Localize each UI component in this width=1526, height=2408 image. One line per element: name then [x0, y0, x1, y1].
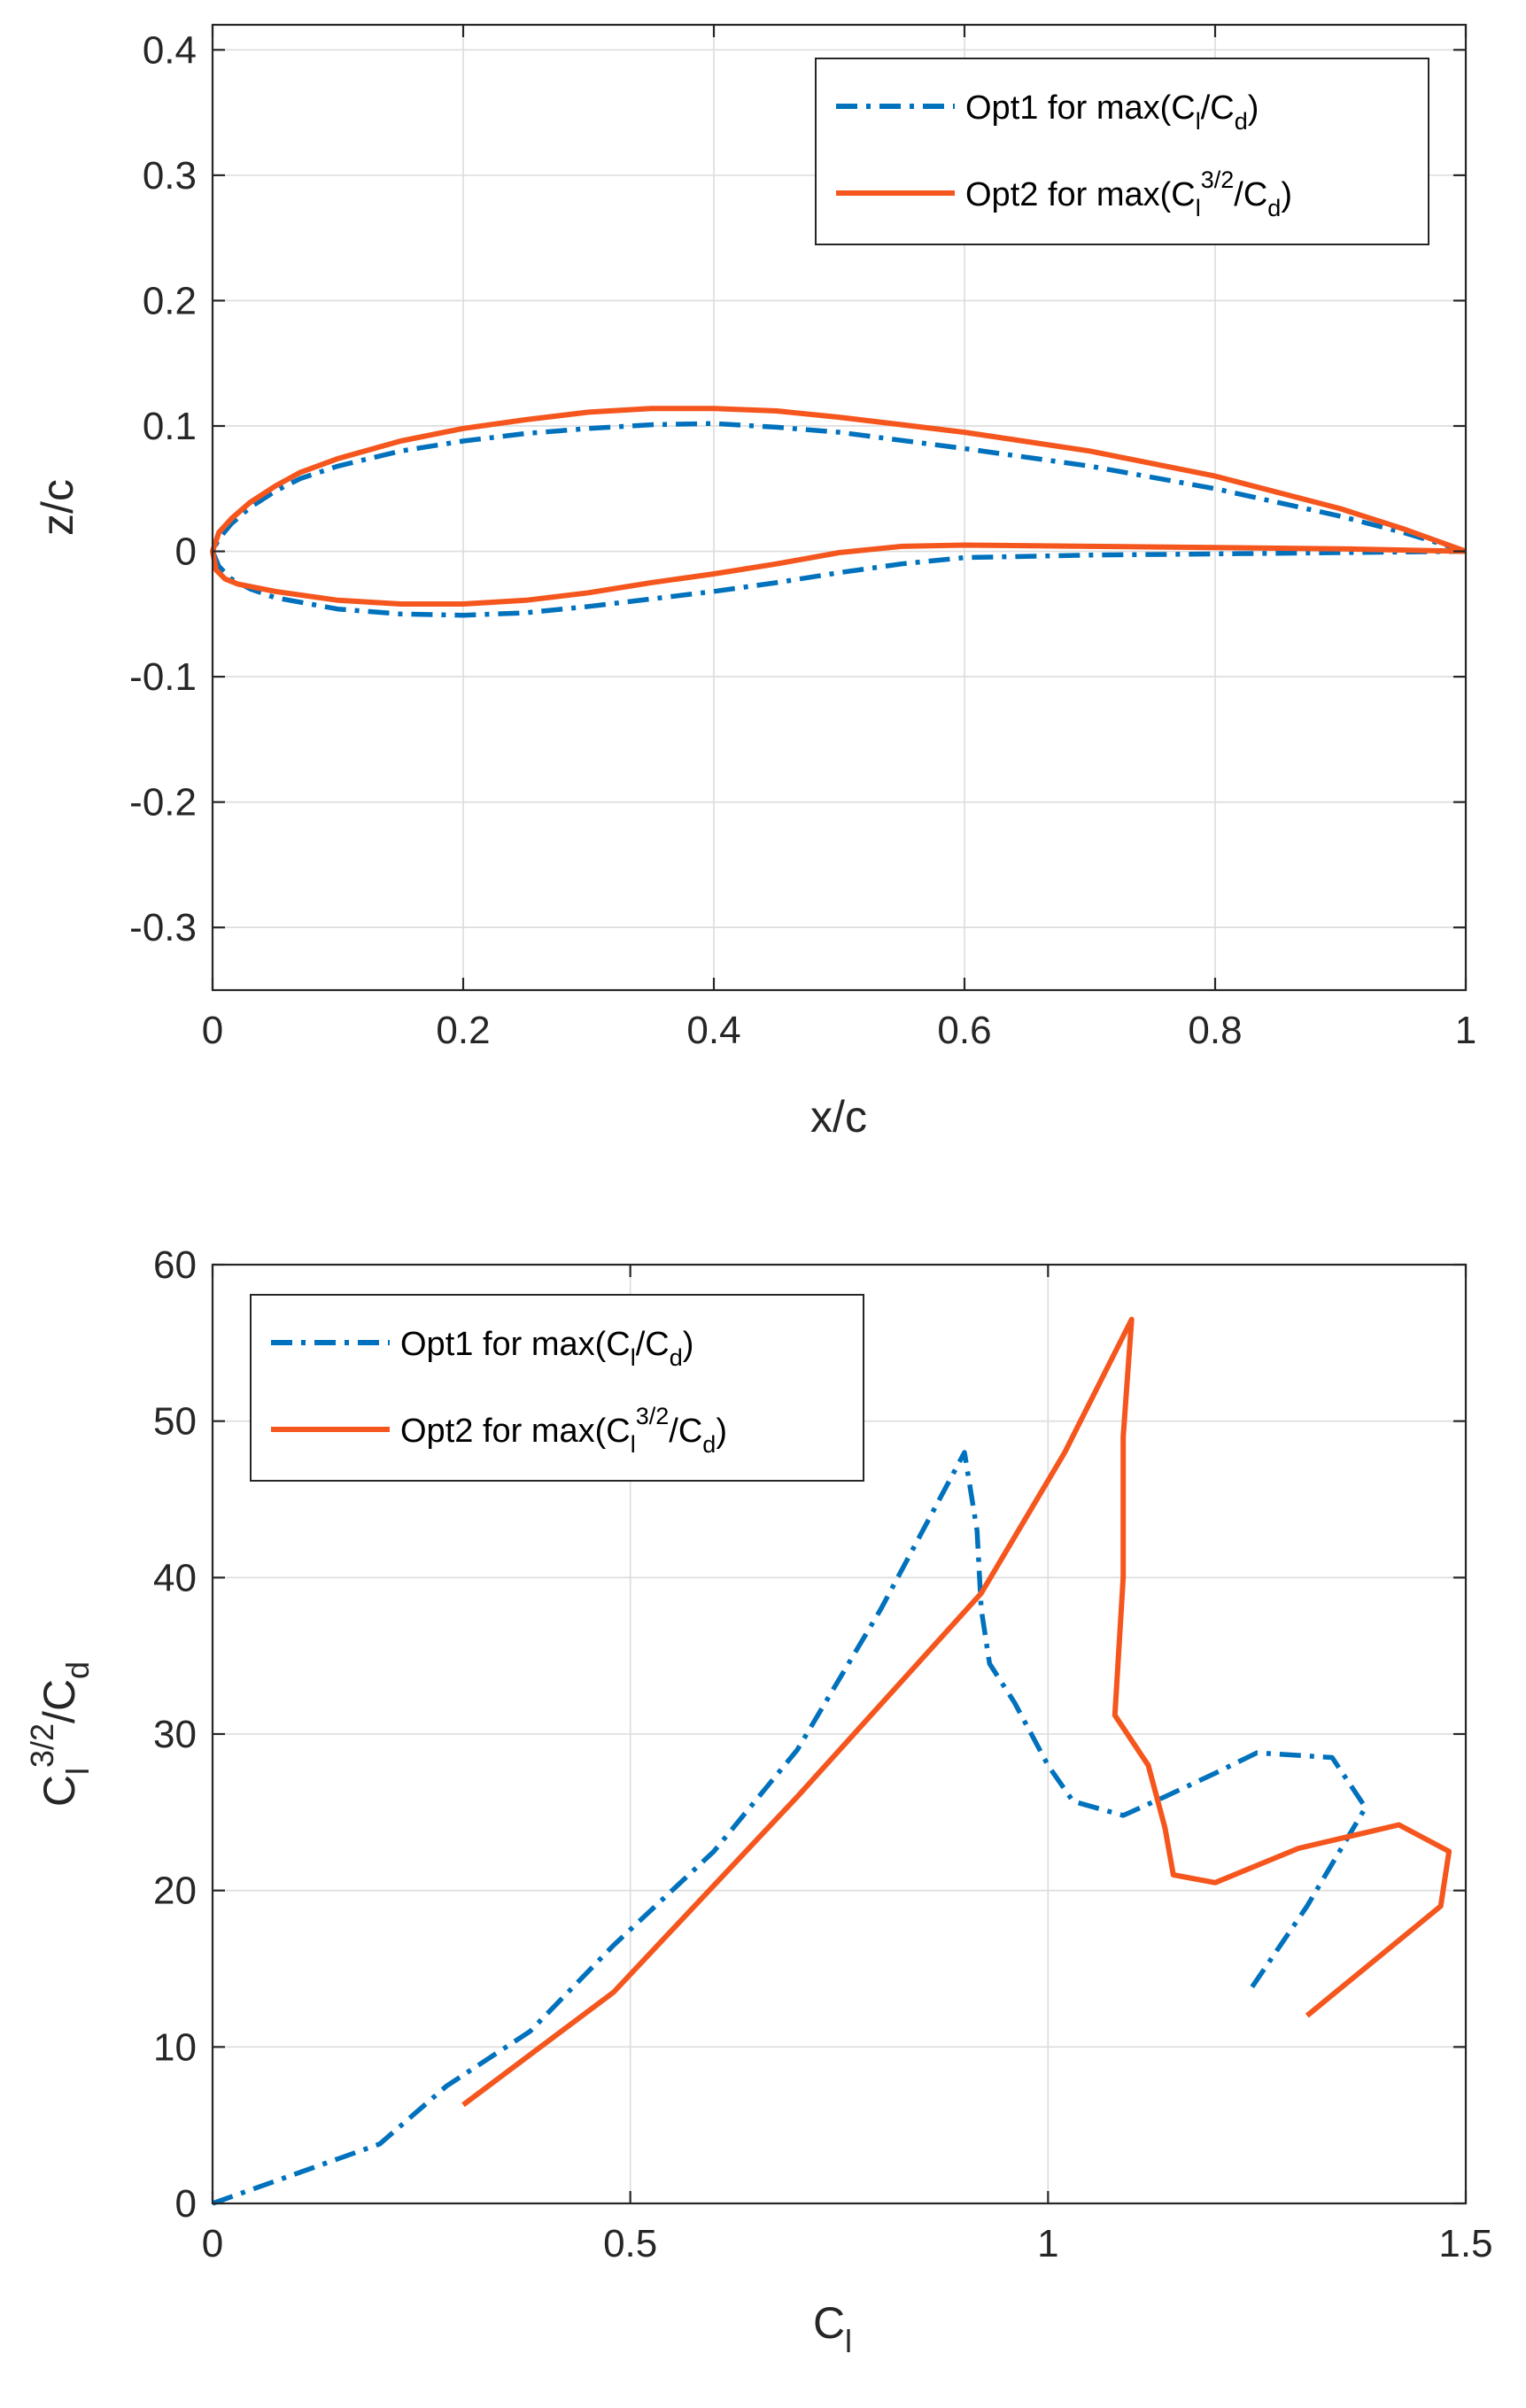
- performance-x-tick-label-0: 0: [202, 2222, 223, 2265]
- performance-y-tick-label-3: 30: [153, 1713, 197, 1756]
- performance-y-tick-label-6: 60: [153, 1243, 197, 1287]
- airfoil-x-tick-label-3: 0.6: [937, 1009, 991, 1052]
- airfoil-x-axis-label: x/c: [810, 1092, 867, 1142]
- airfoil-x-tick-label-1: 0.2: [436, 1009, 490, 1052]
- performance-x-tick-label-1: 0.5: [603, 2222, 657, 2265]
- airfoil-shape-chart: 0 0.2 0.4 0.6 0.8 1-0.3-0.2-0.100.10.20.30.4 …: [33, 23, 1476, 1142]
- performance-y-tick-label-5: 50: [153, 1400, 197, 1444]
- airfoil-y-tick-label-7: 0.4: [143, 28, 197, 72]
- performance-y-tick-label-2: 20: [153, 1870, 197, 1913]
- airfoil-legend-opt1-label: Opt1 for max(Cl/Cd): [965, 89, 1259, 135]
- performance-y-tick-label-0: 0: [175, 2182, 197, 2226]
- airfoil-x-tick-label-5: 1: [1455, 1009, 1476, 1052]
- performance-curves: [212, 1316, 1452, 2206]
- airfoil-y-tick-label-6: 0.3: [143, 154, 197, 197]
- performance-series-opt2-line: [461, 1316, 1452, 2108]
- airfoil-y-tick-label-2: -0.1: [129, 655, 197, 699]
- performance-legend: Opt1 for max(Cl/Cd) Opt2 for max(Cl3/2/C…: [250, 1294, 864, 1482]
- performance-y-axis-label: Cl3/2/Cd: [24, 1661, 96, 1807]
- airfoil-legend-opt2-label: Opt2 for max(Cl3/2/Cd): [965, 166, 1292, 221]
- airfoil-x-tick-label-4: 0.8: [1188, 1009, 1242, 1052]
- performance-y-tick-label-1: 10: [153, 2025, 197, 2069]
- performance-ticks: 0 0.5 1 1.5 0 10 20 30 40 50 60: [153, 1243, 1493, 2265]
- airfoil-legend: Opt1 for max(Cl/Cd) Opt2 for max(Cl3/2/C…: [815, 58, 1429, 245]
- airfoil-y-axis-label: z/c: [33, 479, 82, 536]
- airfoil-x-tick-label-2: 0.4: [686, 1009, 740, 1052]
- airfoil-curves: [210, 406, 1468, 618]
- airfoil-axes-frame: [211, 23, 1468, 992]
- airfoil-series-opt2-line: [210, 406, 1468, 607]
- performance-legend-opt2-label: Opt2 for max(Cl3/2/Cd): [400, 1403, 727, 1458]
- airfoil-y-tick-label-3: 0: [175, 530, 197, 574]
- performance-x-axis-label: Cl: [813, 2298, 852, 2359]
- airfoil-x-tick-label-0: 0: [202, 1009, 223, 1052]
- airfoil-legend-box: [815, 58, 1429, 245]
- performance-series-opt1-line: [212, 1450, 1368, 2206]
- airfoil-y-tick-label-4: 0.1: [143, 405, 197, 448]
- airfoil-y-tick-label-5: 0.2: [143, 279, 197, 322]
- performance-legend-opt1-label: Opt1 for max(Cl/Cd): [400, 1326, 693, 1371]
- airfoil-ticks: 0 0.2 0.4 0.6 0.8 1 -0.3 -0.2 -0.1 0 0.1 0.2 0.3 0.4: [129, 25, 1476, 1052]
- performance-y-tick-label-4: 40: [153, 1556, 197, 1599]
- performance-x-tick-label-3: 1.5: [1438, 2222, 1492, 2265]
- performance-legend-box: [250, 1294, 864, 1482]
- airfoil-y-tick-label-1: -0.2: [129, 781, 197, 825]
- airfoil-y-tick-label-0: -0.3: [129, 906, 197, 949]
- performance-x-tick-label-2: 1: [1037, 2222, 1058, 2265]
- performance-chart: 0 0.5 1 1.5 0 10 20 30 40 50 60 Cl Cl3/2/Cd Opt1 f…: [24, 1243, 1493, 2359]
